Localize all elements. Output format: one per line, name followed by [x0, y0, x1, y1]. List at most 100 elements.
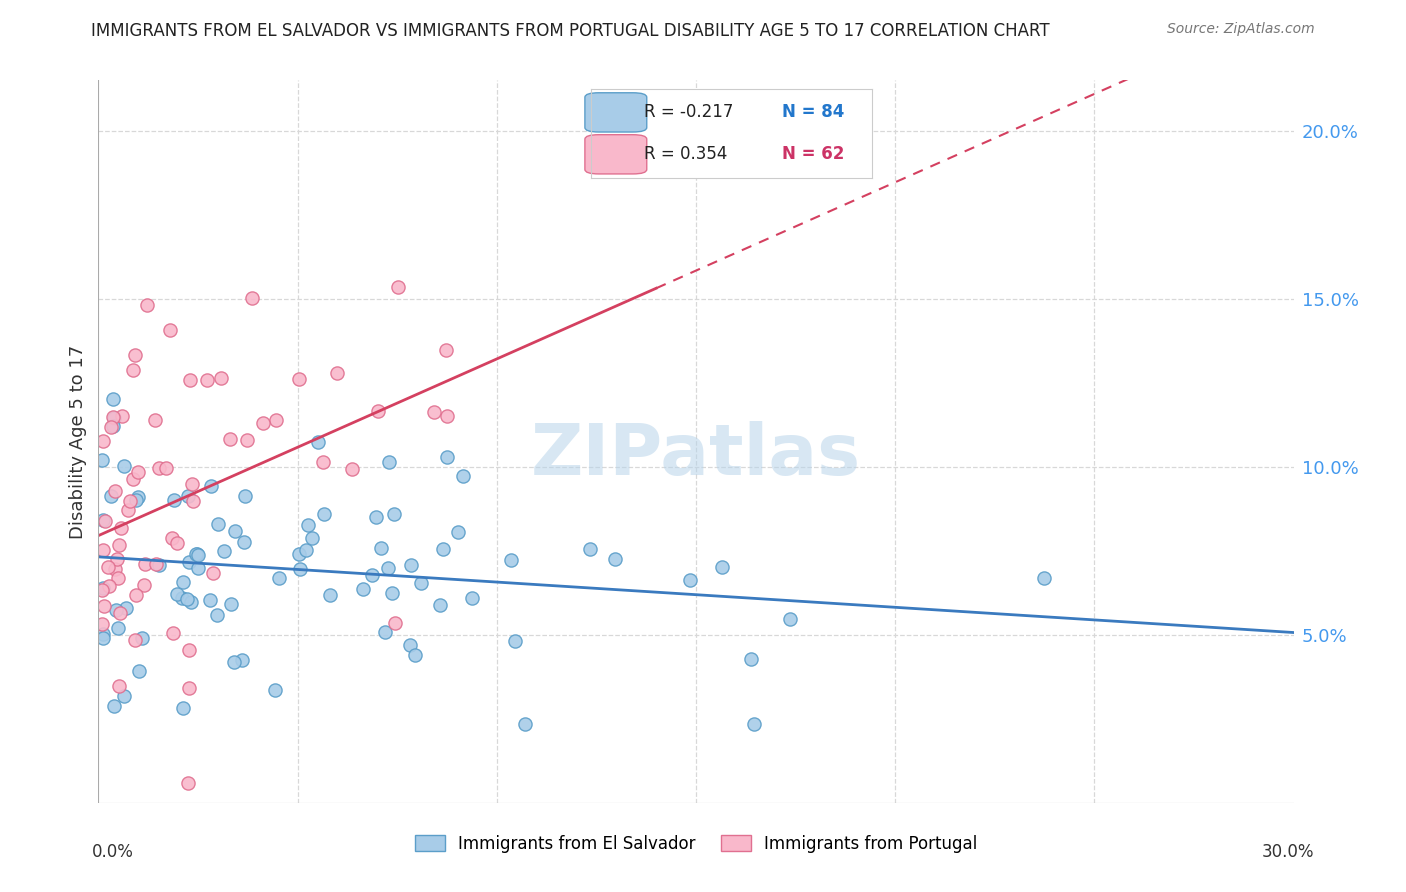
Point [399, 558, 422, 572]
Point [162, 493, 184, 508]
Point [307, 435, 329, 450]
Point [740, 652, 762, 666]
Point [136, 298, 159, 312]
Point [1033, 571, 1056, 585]
Point [148, 460, 170, 475]
Text: N = 84: N = 84 [782, 103, 844, 121]
Point [200, 479, 222, 493]
Point [231, 653, 253, 667]
Point [319, 588, 342, 602]
Point [236, 434, 259, 448]
Point [233, 535, 256, 549]
Point [166, 535, 188, 549]
Point [91, 453, 114, 467]
Point [180, 595, 202, 609]
Point [432, 541, 454, 556]
Point [172, 574, 194, 589]
Point [110, 521, 132, 535]
Point [97, 560, 120, 574]
Point [127, 490, 149, 504]
Point [326, 366, 349, 380]
Point [172, 700, 194, 714]
Point [103, 698, 125, 713]
Point [301, 532, 323, 546]
Point [179, 681, 201, 695]
Point [222, 655, 245, 669]
Point [131, 632, 153, 646]
Point [91, 632, 114, 646]
Point [219, 597, 242, 611]
Point [91, 583, 114, 598]
Point [579, 541, 602, 556]
Point [176, 489, 198, 503]
Point [364, 510, 387, 524]
Point [160, 531, 183, 545]
Point [128, 664, 150, 678]
Point [710, 559, 733, 574]
Point [252, 416, 274, 430]
Text: 30.0%: 30.0% [1263, 843, 1315, 861]
Point [177, 776, 200, 790]
Point [381, 585, 404, 599]
Point [100, 489, 122, 503]
Point [91, 626, 114, 640]
Point [107, 571, 129, 585]
Point [148, 558, 170, 573]
Point [100, 420, 122, 434]
Point [200, 592, 222, 607]
Text: Source: ZipAtlas.com: Source: ZipAtlas.com [1167, 22, 1315, 37]
Point [112, 458, 135, 473]
Point [212, 544, 235, 558]
Point [436, 450, 458, 464]
Point [297, 518, 319, 533]
Point [207, 516, 229, 531]
Point [679, 573, 702, 587]
Point [179, 643, 201, 657]
Point [186, 547, 208, 561]
Point [367, 404, 389, 418]
Point [181, 493, 204, 508]
Point [107, 621, 129, 635]
Point [127, 465, 149, 479]
FancyBboxPatch shape [585, 135, 647, 174]
Text: N = 62: N = 62 [782, 145, 844, 163]
Point [125, 492, 148, 507]
Point [177, 555, 200, 569]
Point [179, 374, 201, 388]
Point [603, 551, 626, 566]
Point [93, 599, 115, 613]
Point [107, 538, 129, 552]
Point [187, 560, 209, 574]
Point [503, 634, 526, 648]
Point [121, 472, 143, 486]
Point [288, 547, 311, 561]
Point [121, 362, 143, 376]
Point [266, 413, 288, 427]
Point [103, 409, 125, 424]
Point [312, 455, 335, 469]
Point [233, 489, 256, 503]
Point [91, 513, 114, 527]
Point [513, 717, 536, 731]
Point [101, 418, 124, 433]
Point [107, 679, 129, 693]
Text: IMMIGRANTS FROM EL SALVADOR VS IMMIGRANTS FROM PORTUGAL DISABILITY AGE 5 TO 17 C: IMMIGRANTS FROM EL SALVADOR VS IMMIGRANT… [91, 22, 1050, 40]
Point [105, 551, 128, 566]
Point [287, 372, 309, 386]
Point [779, 612, 801, 626]
Point [202, 566, 225, 580]
Point [91, 542, 114, 557]
Point [399, 639, 422, 653]
Point [263, 682, 285, 697]
Point [290, 561, 312, 575]
Point [207, 608, 229, 623]
Y-axis label: Disability Age 5 to 17: Disability Age 5 to 17 [69, 344, 87, 539]
Point [124, 348, 146, 362]
Point [145, 557, 167, 571]
Point [360, 567, 382, 582]
Point [108, 606, 131, 620]
Point [187, 548, 209, 562]
Point [423, 405, 446, 419]
Point [170, 591, 193, 605]
Point [91, 581, 114, 595]
